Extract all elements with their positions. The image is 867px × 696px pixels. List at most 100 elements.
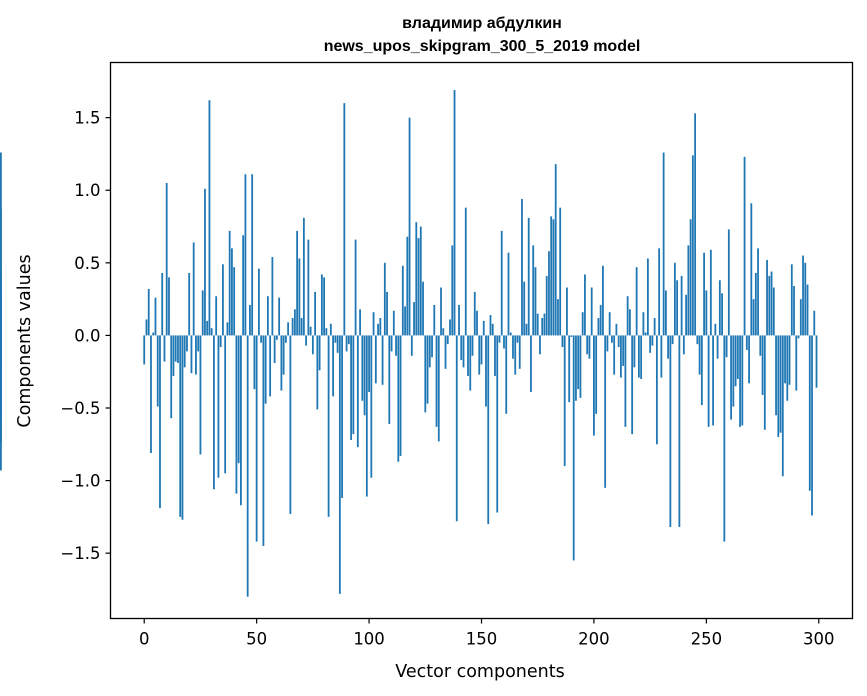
bar-24	[197, 335, 200, 352]
bar-200	[593, 335, 595, 436]
bar-127	[428, 335, 431, 368]
bar-221	[640, 335, 643, 379]
y-tick-label: −0.5	[60, 399, 100, 418]
bar-138	[453, 90, 456, 336]
bar-60	[278, 297, 281, 336]
bar-231	[662, 152, 665, 336]
bar-30	[210, 328, 213, 336]
bar-152	[485, 335, 487, 407]
bar-139	[455, 335, 458, 522]
bar-59	[275, 335, 278, 340]
bar-137	[451, 245, 454, 336]
bar-185	[559, 207, 562, 336]
bar-29	[208, 100, 211, 336]
bar-165	[514, 335, 517, 375]
bar-6	[156, 335, 159, 407]
bar-92	[350, 335, 352, 440]
bar-153	[487, 335, 490, 525]
bar-265	[739, 335, 741, 427]
bar-158	[498, 335, 501, 343]
bar-15	[177, 335, 179, 363]
bar-117	[406, 236, 409, 336]
bar-34	[219, 335, 222, 348]
bar-232	[664, 290, 667, 336]
bar-170	[525, 323, 528, 336]
bar-83	[329, 323, 332, 336]
x-tick-label: 300	[803, 630, 835, 649]
bar-199	[590, 287, 593, 336]
bar-74	[309, 326, 312, 336]
bar-151	[482, 320, 485, 336]
bar-5	[154, 297, 157, 336]
bar-0	[143, 335, 146, 365]
bar-23	[195, 335, 197, 375]
bar-42	[237, 335, 240, 464]
bar-148	[476, 310, 478, 336]
bar-171	[527, 217, 530, 336]
bar-44	[242, 235, 245, 336]
bar-206	[606, 335, 609, 352]
bar-85	[334, 335, 337, 343]
bar-197	[586, 335, 589, 355]
bar-249	[703, 252, 705, 336]
bar-61	[280, 335, 283, 391]
bar-66	[291, 318, 294, 336]
bar-94	[354, 239, 357, 336]
bar-33	[217, 335, 220, 478]
bar-298	[813, 310, 816, 336]
bar-62	[282, 335, 285, 375]
bar-210	[615, 323, 618, 336]
bar-56	[269, 335, 272, 397]
bar-250	[705, 290, 708, 336]
bar-156	[494, 335, 496, 377]
y-tick-label: −1.5	[60, 544, 100, 563]
bar-227	[653, 318, 656, 336]
bar-179	[545, 275, 548, 336]
bar-201	[595, 335, 598, 414]
bar-86	[336, 335, 339, 353]
chart-subtitle: news_upos_skipgram_300_5_2019 model	[324, 38, 641, 55]
bar-119	[410, 335, 413, 356]
bar-269	[748, 335, 750, 384]
bar-166	[516, 335, 519, 343]
bar-124	[422, 281, 424, 336]
y-tick-label: 0.0	[74, 326, 100, 345]
bar-163	[509, 332, 512, 336]
bar-105	[379, 318, 382, 336]
bar-190	[570, 335, 573, 337]
bar-50	[255, 335, 258, 542]
bar-129	[433, 304, 436, 336]
bar-41	[235, 335, 238, 494]
bar-186	[561, 335, 564, 348]
bar-2	[147, 288, 150, 336]
bar-123	[419, 226, 422, 336]
bar-10	[165, 182, 168, 336]
bar-undefined	[0, 335, 2, 422]
bar-196	[584, 274, 586, 336]
bar-172	[530, 335, 532, 393]
bar-84	[332, 335, 334, 397]
bar-271	[752, 299, 755, 336]
bar-233	[667, 335, 670, 359]
bar-91	[347, 335, 350, 345]
bar-141	[460, 335, 463, 361]
bar-257	[721, 293, 723, 336]
bar-120	[413, 302, 415, 336]
bar-71	[302, 217, 305, 336]
bar-75	[311, 335, 314, 355]
bar-217	[631, 335, 634, 435]
y-tick-label: 0.5	[74, 254, 100, 273]
bar-22	[192, 242, 195, 336]
bar-55	[266, 296, 269, 336]
bar-13	[172, 335, 175, 377]
bar-264	[736, 335, 739, 379]
bar-229	[658, 248, 661, 336]
bar-39	[231, 248, 233, 336]
bar-8	[161, 273, 164, 336]
bar-114	[399, 335, 402, 456]
bar-220	[637, 335, 640, 378]
bar-267	[743, 156, 746, 336]
bar-35	[222, 264, 224, 336]
bar-187	[563, 335, 566, 467]
bar-192	[575, 335, 577, 401]
